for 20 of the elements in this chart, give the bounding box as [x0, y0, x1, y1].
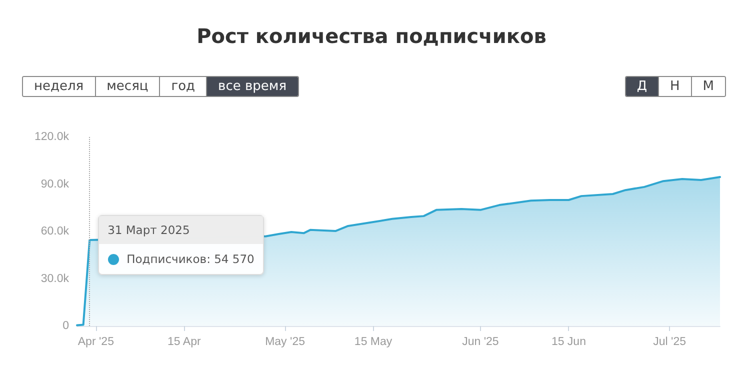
- y-tick-label: 90.0k: [40, 178, 70, 190]
- tooltip-box: 31 Март 2025 Подписчиков: 54 570: [98, 215, 264, 276]
- x-tick-label: 15 Apr: [168, 336, 201, 348]
- x-tick-label: Apr '25: [78, 336, 114, 348]
- toggle-button: Д: [626, 77, 658, 96]
- y-tick-label: 60.0k: [40, 226, 70, 238]
- toggle-button: все время: [206, 77, 298, 96]
- toggle-button: М: [690, 77, 725, 96]
- x-tick-label: Jun '25: [462, 336, 499, 348]
- y-tick-label: 0: [62, 320, 69, 332]
- x-tick-label: 15 Jun: [551, 336, 586, 348]
- x-tick-label: May '25: [265, 336, 305, 348]
- annotation: 31 Март 2025: [98, 216, 264, 244]
- chart-title: Рост количества подписчиков: [196, 24, 548, 48]
- y-tick-label: 30.0k: [40, 272, 70, 285]
- toggle-button: месяц: [94, 77, 160, 96]
- y-tick-label: 120.0k: [34, 131, 70, 143]
- annotation: Подписчиков: 54 570: [126, 252, 254, 266]
- x-tick-label: Jul '25: [653, 336, 686, 348]
- x-tick-label: 15 May: [354, 336, 392, 348]
